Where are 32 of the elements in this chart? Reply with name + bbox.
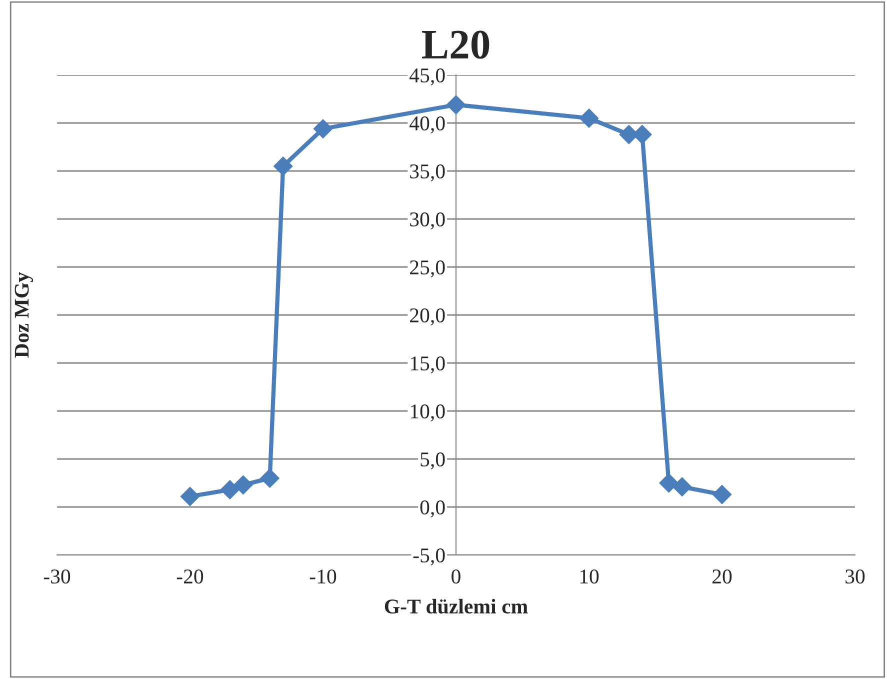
y-tick-label: 40,0 bbox=[410, 116, 445, 134]
y-tick-label: 35,0 bbox=[410, 164, 445, 182]
x-tick-label: 0 bbox=[452, 569, 460, 584]
y-tick-label: -5,0 bbox=[413, 548, 445, 566]
y-tick-label: 5,0 bbox=[420, 452, 445, 470]
y-tick-label: 10,0 bbox=[410, 404, 445, 422]
point bbox=[579, 108, 599, 128]
x-tick-label: -10 bbox=[310, 569, 336, 584]
point bbox=[446, 95, 466, 114]
point bbox=[180, 486, 200, 506]
x-tick-label: -30 bbox=[44, 569, 70, 584]
x-tick-label: -20 bbox=[176, 569, 204, 584]
point bbox=[220, 480, 240, 500]
point bbox=[260, 468, 280, 488]
point bbox=[712, 484, 732, 504]
point bbox=[659, 473, 678, 493]
point bbox=[672, 477, 692, 496]
x-tick-label: 20 bbox=[712, 569, 732, 584]
y-tick-label: 25,0 bbox=[410, 260, 445, 278]
y-tick-label: 30,0 bbox=[410, 212, 445, 230]
y-axis-title: Doz MGy bbox=[14, 272, 34, 358]
x-tick-label: 30 bbox=[846, 569, 865, 584]
point bbox=[234, 475, 253, 494]
point bbox=[313, 119, 333, 138]
chart-title: L20 bbox=[422, 30, 490, 59]
y-tick-label: 15,0 bbox=[410, 356, 445, 374]
x-axis-title: G-T düzlemi cm bbox=[384, 598, 528, 614]
y-tick-label: 0,0 bbox=[420, 500, 445, 518]
point bbox=[274, 156, 293, 176]
y-tick-label: 20,0 bbox=[410, 308, 445, 326]
x-tick-label: 10 bbox=[580, 569, 599, 584]
y-tick-label: 45,0 bbox=[410, 68, 445, 86]
